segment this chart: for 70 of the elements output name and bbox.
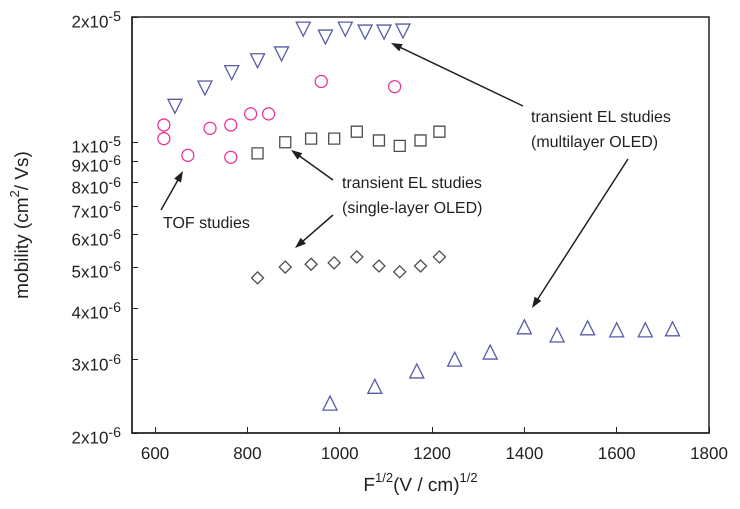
point [157, 132, 170, 146]
point [414, 259, 428, 273]
point [432, 250, 446, 264]
point [296, 21, 311, 37]
point [376, 24, 392, 40]
point [350, 250, 364, 264]
point [393, 265, 406, 278]
point [609, 322, 624, 338]
y-tick-label: 4x10$^{-6}$ [72, 298, 121, 322]
point [328, 132, 340, 145]
point [447, 351, 462, 367]
point [224, 118, 238, 132]
point [167, 98, 183, 114]
point [516, 319, 532, 334]
point [395, 23, 411, 39]
y-tick-label: 9x10$^{-6}$ [72, 153, 121, 176]
point [224, 150, 238, 164]
y-tick-label: 2x10$^{-5}$ [72, 8, 121, 32]
point [638, 322, 653, 338]
point [197, 80, 213, 96]
x-tick-label: 1000 [320, 444, 359, 463]
y-tick-label: 2x10$^{-6}$ [72, 424, 121, 448]
y-axis-title: mobility (cm2/ Vs) [7, 151, 33, 299]
annotation: transient EL studies (multilayer OLED) [531, 108, 671, 153]
point [181, 148, 195, 162]
y-tick-label: 6x10$^{-6}$ [72, 226, 121, 250]
point [580, 320, 596, 336]
point [372, 259, 386, 273]
y-tick-label: 5x10$^{-6}$ [72, 258, 121, 282]
point [278, 260, 292, 274]
point [157, 118, 170, 132]
point [357, 24, 373, 40]
y-tick-label: 8x10$^{-6}$ [72, 174, 121, 198]
point [328, 256, 341, 270]
point [250, 53, 266, 68]
x-tick-label: 1200 [413, 444, 451, 463]
point [409, 363, 424, 379]
point [318, 29, 334, 45]
point [549, 327, 565, 343]
point [304, 132, 318, 145]
x-tick-label: 600 [140, 444, 170, 463]
point [322, 395, 338, 411]
point [262, 107, 276, 121]
point [244, 107, 258, 121]
point [367, 378, 382, 394]
point [433, 126, 446, 138]
point [274, 46, 290, 62]
point [338, 21, 353, 37]
point [664, 321, 680, 336]
point [482, 344, 498, 360]
point [224, 64, 240, 80]
point [388, 80, 402, 94]
x-tick-label: 800 [233, 444, 262, 463]
point [394, 140, 406, 152]
x-tick-label: 1400 [505, 444, 544, 463]
x-tick-label: 1800 [690, 444, 728, 463]
point [314, 74, 328, 88]
point [251, 147, 264, 160]
point [203, 122, 217, 135]
point [372, 134, 386, 147]
point [279, 136, 292, 148]
point [250, 271, 264, 285]
annotation: transient EL studies (single-layer OLED) [342, 174, 482, 219]
point [350, 126, 363, 138]
x-tick-label: 1600 [598, 444, 636, 463]
point [414, 134, 427, 147]
annotation: TOF studies [163, 214, 250, 234]
y-tick-label: 3x10$^{-6}$ [72, 350, 121, 374]
y-tick-label: 7x10$^{-6}$ [72, 198, 121, 222]
point [304, 258, 318, 271]
